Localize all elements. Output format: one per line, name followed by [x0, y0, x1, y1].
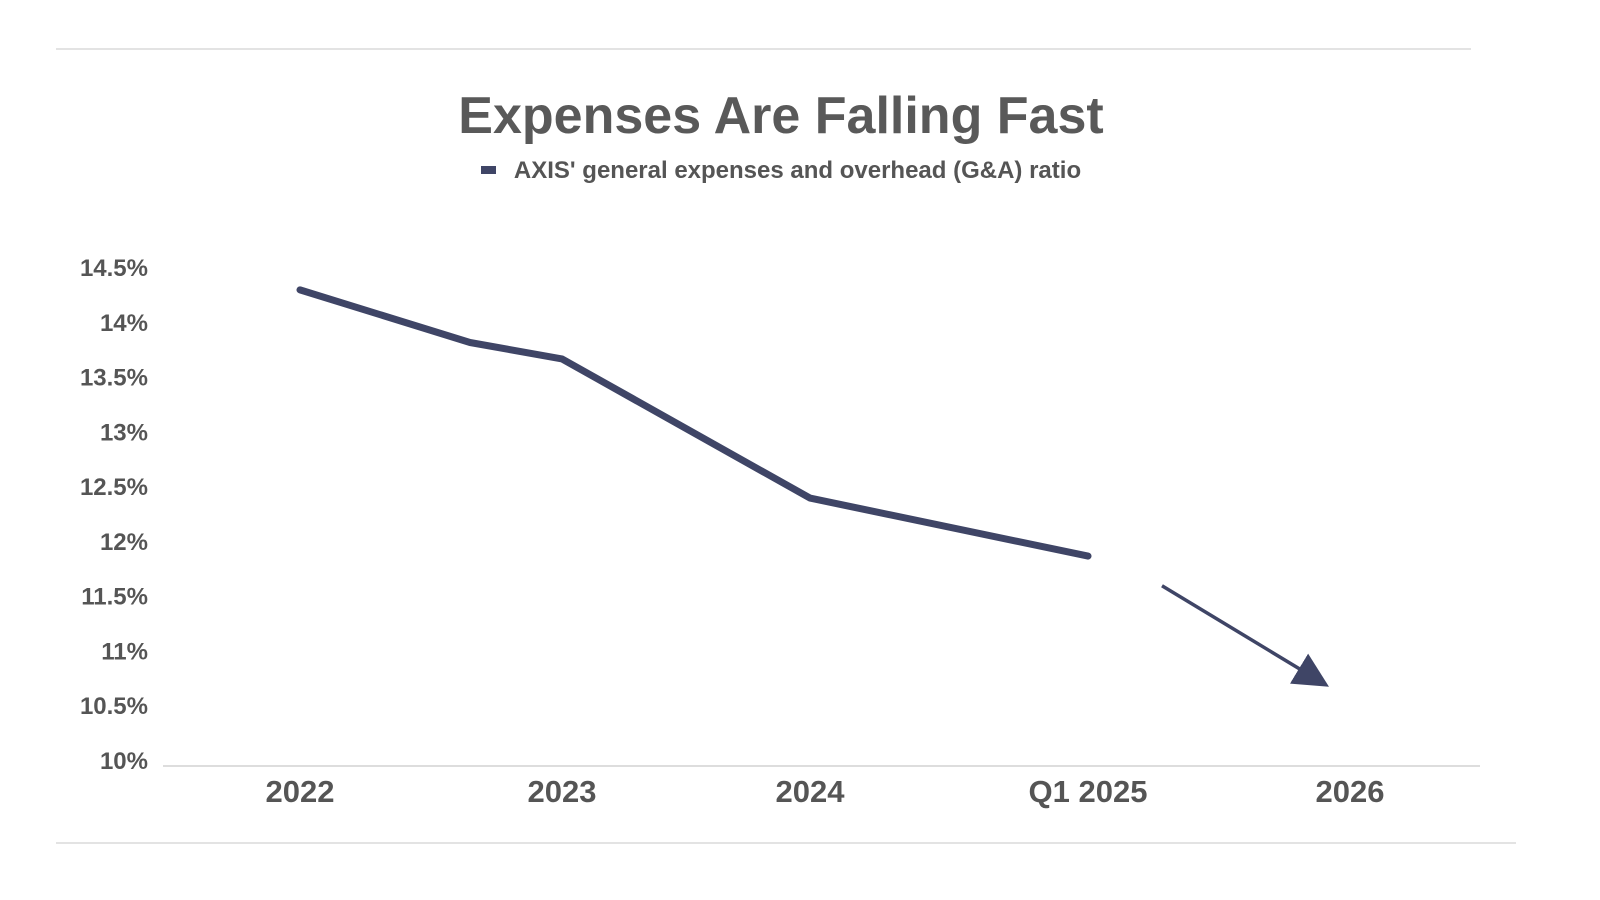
x-tick-label: 2023 — [528, 774, 597, 809]
y-tick-label: 13% — [100, 419, 148, 446]
y-tick-label: 11% — [101, 638, 148, 665]
y-tick-label: 14.5% — [80, 255, 148, 282]
y-tick-label: 13.5% — [80, 365, 148, 392]
x-tick-labels: 2022 2023 2024 Q1 2025 2026 — [266, 774, 1385, 809]
x-tick-label: 2022 — [266, 774, 335, 809]
series-group — [296, 286, 1329, 687]
y-tick-label: 14% — [100, 310, 148, 337]
y-tick-label: 12.5% — [80, 474, 148, 501]
x-tick-label: 2026 — [1316, 774, 1385, 809]
y-tick-label: 12% — [100, 529, 148, 556]
bottom-divider — [56, 842, 1516, 844]
legend-swatch — [480, 165, 496, 174]
series-line — [296, 286, 1092, 560]
y-tick-labels: 10% 10.5% 11% 11.5% 12% 12.5% 13% 13.5% 14% 14.5% — [80, 255, 148, 775]
top-divider — [56, 48, 1471, 50]
chart-title: Expenses Are Falling Fast — [458, 87, 1104, 145]
y-tick-label: 10% — [100, 748, 148, 775]
y-tick-label: 11.5% — [81, 584, 148, 611]
x-tick-label: Q1 2025 — [1029, 774, 1148, 809]
y-tick-label: 10.5% — [80, 693, 148, 720]
chart-legend: AXIS' general expenses and overhead (G&A… — [0, 157, 1562, 185]
legend-label: AXIS' general expenses and overhead (G&A… — [513, 157, 1082, 184]
trend-arrow — [1161, 584, 1329, 687]
x-tick-label: 2024 — [776, 774, 846, 809]
